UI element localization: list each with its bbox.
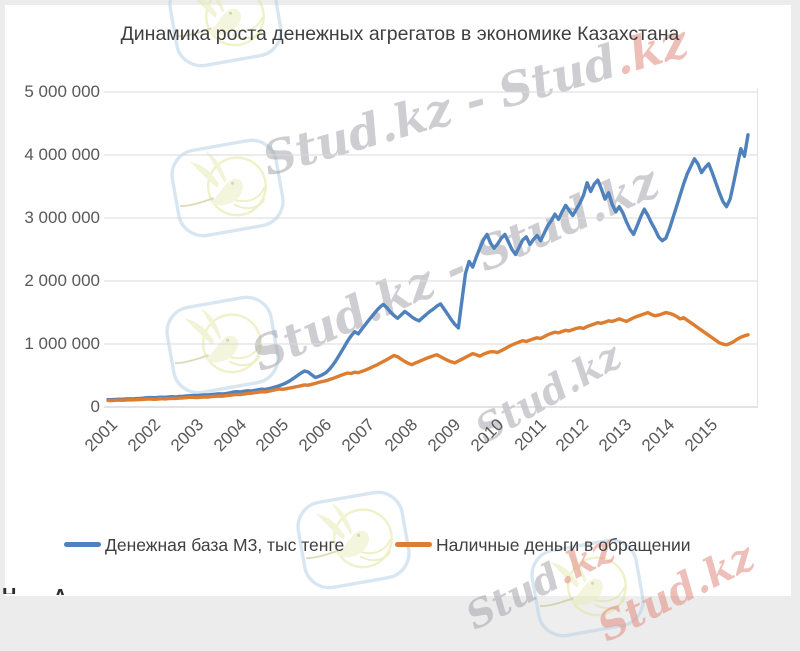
clipped-text-fragment: А (53, 587, 71, 595)
y-axis-tick-label: 5 000 000 (24, 82, 100, 101)
legend-swatch-cash (395, 542, 432, 547)
y-axis-tick-label: 4 000 000 (24, 145, 100, 164)
y-axis-tick-label: 1 000 000 (24, 334, 100, 353)
plot-right-border (757, 88, 758, 408)
legend-label-cash: Наличные деньги в обращении (436, 535, 691, 555)
legend-label-m3: Денежная база М3, тыс тенге (105, 535, 345, 555)
clipped-text-fragment: Н (2, 586, 26, 594)
chart-title: Динамика роста денежных агрегатов в экон… (120, 23, 680, 45)
legend-swatch-m3 (64, 542, 101, 547)
chart-canvas (5, 5, 791, 596)
chart-legend: Денежная база М3, тыс тенге Наличные ден… (0, 532, 800, 558)
y-axis-tick-label: 3 000 000 (24, 208, 100, 227)
y-axis-tick-label: 2 000 000 (24, 271, 100, 290)
y-axis-tick-label: 0 (90, 397, 100, 416)
